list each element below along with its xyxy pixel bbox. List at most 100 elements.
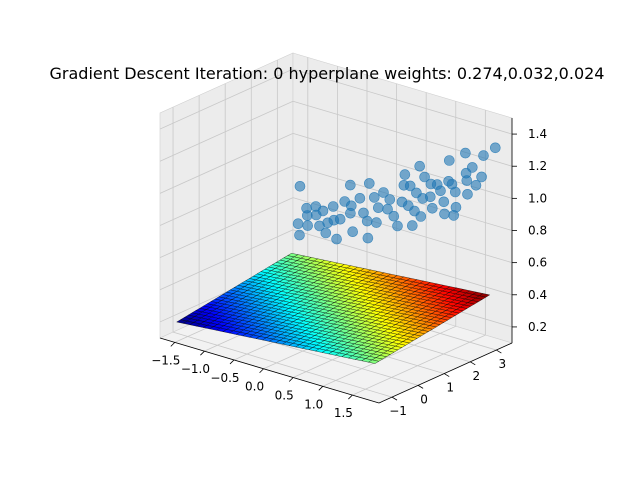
z-tick-label: 0.6 <box>528 256 547 270</box>
y-tick-mark <box>496 349 502 354</box>
scatter-point <box>334 213 346 225</box>
y-tick-label: −1 <box>389 404 407 418</box>
x-tick-mark <box>259 368 264 374</box>
scatter-point <box>310 209 322 221</box>
scatter-point <box>461 175 473 186</box>
x-tick-label: −1.0 <box>181 362 210 376</box>
x-tick-mark <box>170 342 176 347</box>
y-tick-label: 2 <box>472 369 480 383</box>
scatter-point <box>404 180 416 192</box>
scatter-point <box>426 203 438 214</box>
y-tick-label: 0 <box>420 392 428 406</box>
x-tick-label: −1.5 <box>151 353 180 367</box>
y-tick-label: 1 <box>446 381 454 395</box>
x-tick-mark <box>348 394 353 400</box>
x-tick-mark <box>229 359 235 365</box>
scatter-point <box>347 226 359 237</box>
z-tick-label: 1.2 <box>528 159 547 173</box>
scatter-point <box>384 194 396 205</box>
scatter-point <box>294 229 305 241</box>
grid-line-z-side <box>159 132 294 194</box>
scatter-point <box>489 142 501 154</box>
x-tick-mark <box>288 377 294 382</box>
y-axis-line <box>378 342 513 404</box>
scatter-point <box>301 210 313 221</box>
scatter-points <box>292 142 501 245</box>
grid-line-z-side <box>159 68 294 130</box>
x-axis-line <box>159 337 380 404</box>
tick-labels: −1.5−1.0−0.5 0.0 0.5 1.0 1.5 −1 0 1 2 3 0.2 0.4 0.6 0… <box>151 127 547 420</box>
z-tick-label: 1.4 <box>528 127 547 141</box>
scatter-point <box>424 191 436 203</box>
scatter-point <box>414 160 426 172</box>
z-tick-label: 1.0 <box>528 191 547 205</box>
scatter-point <box>466 162 478 173</box>
scatter-point <box>331 233 342 245</box>
grid-line-z-side <box>159 165 294 226</box>
scatter-point <box>362 232 374 244</box>
scatter-point <box>476 171 487 183</box>
y-tick-mark <box>417 385 424 389</box>
scatter-point <box>294 181 306 192</box>
scatter-point <box>382 203 393 215</box>
scatter-point <box>371 217 382 228</box>
scatter-point <box>406 220 418 231</box>
scatter-point <box>368 192 380 203</box>
scatter-point <box>435 185 446 197</box>
grid-line-z-side <box>159 229 294 291</box>
scatter-point <box>302 220 314 231</box>
z-tick-label: 0.2 <box>528 320 547 334</box>
y-tick-label: 3 <box>499 357 507 371</box>
surface-cell <box>367 359 380 364</box>
scatter-point <box>354 193 366 204</box>
grid-line-x-floor <box>322 325 456 387</box>
scatter-point <box>439 208 450 220</box>
grid-line-z-back <box>292 100 513 167</box>
scatter-point <box>470 180 482 191</box>
y-tick-mark <box>443 373 450 377</box>
scatter-point <box>327 201 339 212</box>
y-tick-mark <box>470 361 476 366</box>
scatter-point <box>443 155 455 166</box>
hyperplane-surface <box>176 253 491 364</box>
scatter-point <box>399 169 411 180</box>
x-tick-mark <box>318 386 324 391</box>
grid-line-z-side <box>159 197 294 259</box>
z-tick-label: 0.4 <box>528 288 547 302</box>
scatter-point <box>419 171 430 183</box>
y-tick-mark <box>391 396 398 401</box>
scatter-point <box>449 186 461 198</box>
x-tick-label: 0.5 <box>275 389 294 403</box>
scatter-point <box>448 210 460 221</box>
grid-line-z-back <box>292 68 513 135</box>
axis-lines <box>159 118 517 404</box>
grid-line-y-floor <box>172 331 393 398</box>
scatter-point <box>320 227 332 239</box>
scatter-point <box>314 220 325 232</box>
scatter-point <box>361 215 373 227</box>
scatter-point <box>460 147 471 159</box>
scatter-point <box>415 211 427 222</box>
scatter-point <box>378 187 389 198</box>
scatter-point <box>478 150 489 161</box>
scatter-point <box>344 179 356 191</box>
scatter-point <box>462 189 473 200</box>
scatter-point <box>363 178 375 189</box>
grid-line-z-back <box>292 229 513 296</box>
grid-line-x-floor <box>352 334 486 396</box>
x-tick-label: 1.0 <box>304 397 323 411</box>
grid-line-z-side <box>159 100 294 162</box>
x-tick-label: −0.5 <box>210 371 239 385</box>
scatter-point <box>292 218 304 229</box>
chart-title: Gradient Descent Iteration: 0 hyperplane… <box>50 64 605 83</box>
scatter-point <box>392 220 403 232</box>
x-tick-mark <box>200 350 205 356</box>
z-tick-label: 0.8 <box>528 224 547 238</box>
x-tick-label: 1.5 <box>334 406 353 420</box>
scatter-point <box>372 202 384 213</box>
scatter-point <box>388 210 400 222</box>
scatter-point <box>438 196 450 208</box>
x-tick-label: 0.0 <box>245 380 264 394</box>
